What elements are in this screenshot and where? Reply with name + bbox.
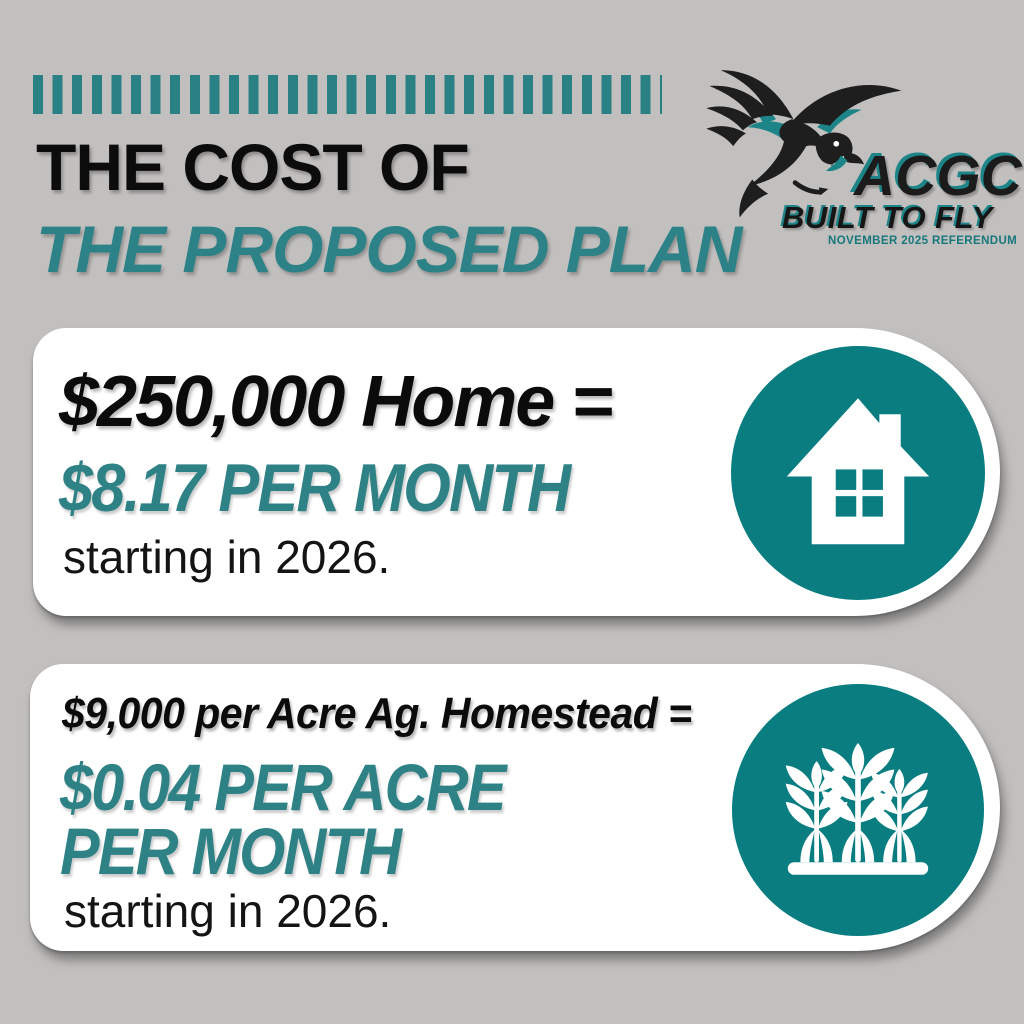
logo-subtext: NOVEMBER 2025 REFERENDUM	[828, 235, 1018, 247]
page-title-line2: THE PROPOSED PLAN	[36, 212, 742, 286]
logo-name: ACGC	[854, 144, 1022, 208]
home-cost-headline: $250,000 Home =	[59, 362, 613, 442]
eagle-icon	[706, 70, 902, 218]
ag-cost-note: starting in 2026.	[64, 885, 392, 937]
home-cost-amount: $8.17 PER MONTH	[59, 450, 571, 526]
ag-cost-amount-line1: $0.04 PER ACRE	[60, 750, 506, 824]
ag-cost-headline: $9,000 per Acre Ag. Homestead =	[62, 689, 692, 738]
tick-bars-decoration-icon	[33, 75, 662, 114]
wheat-icon	[785, 742, 929, 875]
ag-cost-card: $9,000 per Acre Ag. Homestead = $0.04 PE…	[30, 664, 1000, 951]
home-cost-card: $250,000 Home = $8.17 PER MONTH starting…	[33, 328, 1000, 616]
page-title-line1: THE COST OF	[36, 130, 470, 204]
logo-tagline: BUILT TO FLY	[782, 200, 993, 235]
acgc-logo: ACGC BUILT TO FLY NOVEMBER 2025 REFEREND…	[694, 56, 1022, 266]
house-icon	[786, 398, 930, 545]
house-icon-circle	[731, 346, 985, 600]
ag-cost-amount-line2: PER MONTH	[60, 814, 402, 888]
wheat-icon-circle	[732, 684, 984, 936]
home-cost-note: starting in 2026.	[63, 531, 391, 583]
